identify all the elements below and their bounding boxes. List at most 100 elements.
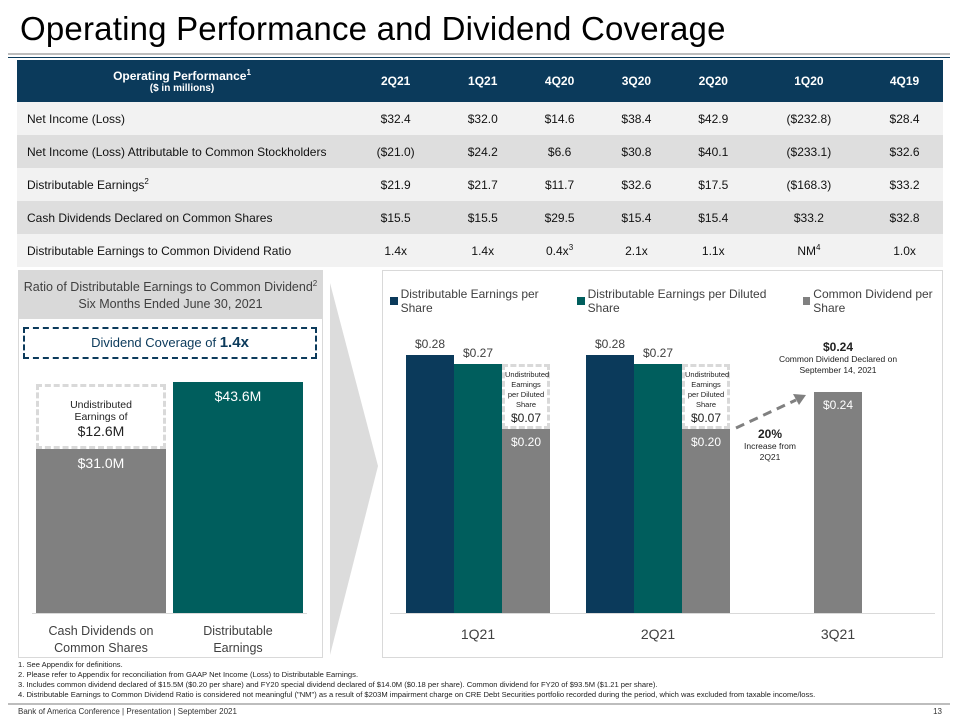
increase-value: 20% (757, 427, 783, 441)
cell-footnote-ref: 3 (568, 242, 574, 252)
table-cell: $24.2 (444, 135, 522, 168)
cell-value: $6.6 (547, 144, 572, 159)
chart-legend: Distributable Earnings per Share Distrib… (390, 287, 960, 315)
legend-item: Distributable Earnings per Diluted Share (577, 287, 791, 315)
cell-value: 1.1x (701, 243, 725, 258)
table-row: Cash Dividends Declared on Common Shares… (17, 201, 943, 234)
bar-distributable-earnings-per-diluted-share-1q21 (454, 364, 502, 613)
x-tick-label: 3Q21 (820, 626, 856, 642)
bar-value-label: $43.6M (214, 388, 262, 404)
cell-value: $32.4 (380, 111, 411, 126)
table-cell: $32.6 (598, 168, 675, 201)
table-cell: $28.4 (866, 102, 943, 135)
table-cell: 1.1x (674, 234, 752, 267)
table-cell: $32.4 (347, 102, 445, 135)
bar-value-label: $0.28 (414, 337, 446, 351)
row-label: Net Income (Loss) Attributable to Common… (17, 135, 347, 168)
row-label-text: Distributable Earnings to Common Dividen… (27, 243, 292, 258)
declared-line: September 14, 2021 (799, 365, 877, 375)
footer-text: Bank of America Conference | Presentatio… (18, 707, 237, 716)
column-header: 1Q21 (444, 60, 522, 102)
bar-cash-dividends (36, 448, 166, 613)
column-header: 4Q19 (866, 60, 943, 102)
legend-item: Distributable Earnings per Share (390, 287, 565, 315)
cell-value: $14.6 (544, 111, 575, 126)
table-cell: 0.4x3 (521, 234, 598, 267)
cell-value: $21.9 (380, 177, 411, 192)
coverage-panel-header: Ratio of Distributable Earnings to Commo… (19, 271, 322, 319)
table-row: Distributable Earnings to Common Dividen… (17, 234, 943, 267)
table-cell: ($21.0) (347, 135, 445, 168)
cell-value: $15.4 (698, 210, 729, 225)
table-cell: $33.2 (751, 201, 867, 234)
cell-value: $32.6 (621, 177, 652, 192)
table-cell: $38.4 (598, 102, 675, 135)
annotation-line: Share (515, 400, 536, 410)
bar-value-label: $0.20 (690, 434, 722, 449)
bar-value-label: $0.27 (462, 346, 494, 361)
cell-value: 1.0x (893, 243, 916, 258)
cell-value: ($21.0) (376, 144, 415, 159)
coverage-callout-text: Dividend Coverage of (91, 335, 220, 350)
annotation-value: $0.07 (510, 411, 542, 426)
table-cell: $15.5 (444, 201, 522, 234)
annotation-line: Earnings of (74, 411, 128, 423)
legend-swatch-teal-icon (577, 297, 585, 305)
increase-line: Increase from (744, 441, 796, 451)
column-header: 2Q21 (347, 60, 445, 102)
increase-annotation: 20% Increase from 2Q21 (735, 427, 805, 463)
table-cell: $32.6 (866, 135, 943, 168)
cell-value: $40.1 (698, 144, 729, 159)
row-label-text: Cash Dividends Declared on Common Shares (27, 210, 273, 225)
cell-value: $15.5 (467, 210, 498, 225)
header-title: Operating Performance (113, 68, 247, 83)
bar-common-dividend-per-share-1q21 (502, 428, 550, 613)
table-cell: 1.4x (444, 234, 522, 267)
cell-value: ($232.8) (786, 111, 832, 126)
legend-swatch-navy-icon (390, 297, 398, 305)
declared-dividend-annotation: $0.24 Common Dividend Declared on Septembe… (758, 340, 918, 376)
cell-value: $15.4 (621, 210, 652, 225)
undistributed-earnings-box: Undistributed Earnings of $12.6M (36, 384, 166, 449)
x-tick-label: 1Q21 (460, 626, 496, 642)
annotation-value: $12.6M (77, 423, 125, 439)
coverage-chart-title: Ratio of Distributable Earnings to Commo… (23, 280, 313, 294)
table-cell: $32.0 (444, 102, 522, 135)
table-cell: 1.4x (347, 234, 445, 267)
cell-value: $42.9 (698, 111, 729, 126)
bar-value-label: $0.28 (594, 337, 626, 351)
increase-line: 2Q21 (759, 452, 781, 462)
table-cell: ($233.1) (751, 135, 867, 168)
cell-value: 0.4x (546, 243, 569, 258)
footnote: 2. Please refer to Appendix for reconcil… (18, 670, 359, 679)
annotation-line: Earnings (691, 380, 721, 390)
table-cell: $40.1 (674, 135, 752, 168)
page-number: 13 (933, 707, 942, 716)
undistributed-eps-box: Undistributed Earnings per Diluted Share $0.… (682, 364, 730, 429)
x-axis-line (32, 613, 307, 614)
table-cell: 2.1x (598, 234, 675, 267)
cell-footnote-ref: 4 (815, 242, 821, 252)
declared-line: Common Dividend Declared on (778, 354, 898, 364)
legend-label: Distributable Earnings per Diluted Share (587, 287, 767, 315)
bar-value-label: $0.24 (822, 397, 854, 412)
cell-value: $32.0 (467, 111, 498, 126)
cell-value: NM (797, 243, 816, 258)
legend-label: Distributable Earnings per Share (400, 287, 539, 315)
arrow-shape (330, 283, 378, 655)
bar-value-label: $31.0M (77, 454, 125, 471)
table-cell: $17.5 (674, 168, 752, 201)
footnote: 4. Distributable Earnings to Common Divi… (18, 690, 816, 699)
table-cell: NM4 (751, 234, 867, 267)
category-label-line: Earnings (213, 641, 263, 655)
bar-distributable-earnings (173, 382, 303, 613)
coverage-title-footnote-ref: 2 (312, 278, 318, 288)
annotation-line: Undistributed (685, 370, 730, 380)
annotation-line: Share (695, 400, 716, 410)
cell-value: $32.8 (889, 210, 920, 225)
cell-value: 2.1x (625, 243, 648, 258)
table-cell: $15.4 (598, 201, 675, 234)
annotation-line: per Diluted (687, 390, 725, 400)
category-label-line: Cash Dividends on (48, 624, 154, 638)
bar-distributable-earnings-per-share-1q21 (406, 355, 454, 613)
